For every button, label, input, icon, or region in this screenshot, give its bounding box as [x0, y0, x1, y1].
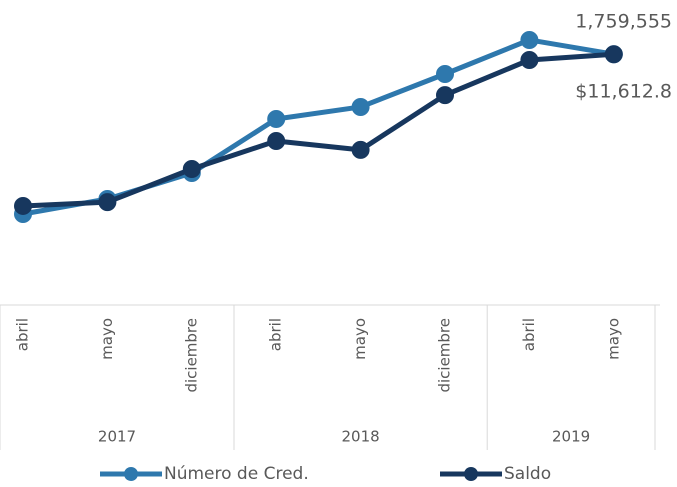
group-label: 2018 — [342, 428, 380, 446]
x-tick-label: diciembre — [182, 318, 200, 393]
x-tick-label: diciembre — [436, 318, 454, 393]
x-tick-label: mayo — [351, 318, 369, 360]
data-point — [267, 110, 286, 129]
data-point — [14, 196, 32, 215]
x-tick-label: mayo — [604, 318, 622, 360]
data-point — [351, 140, 370, 159]
x-tick-label: abril — [520, 318, 538, 351]
legend-label: Número de Cred. — [164, 464, 309, 484]
data-point — [351, 97, 370, 116]
series-line — [22, 51, 614, 209]
data-label: $11,612.8 — [575, 81, 672, 103]
x-tick-label: abril — [14, 318, 32, 351]
x-tick-label: abril — [267, 318, 285, 351]
legend-label: Saldo — [504, 464, 551, 484]
group-label: 2019 — [552, 428, 590, 446]
data-point — [267, 131, 286, 150]
data-point — [520, 50, 539, 69]
data-point — [604, 45, 623, 64]
legend-marker — [464, 467, 478, 481]
data-point — [98, 193, 117, 212]
group-label: 2017 — [98, 428, 136, 446]
legend-marker — [124, 467, 138, 481]
data-point — [520, 30, 539, 49]
data-point — [436, 86, 454, 105]
data-point — [436, 64, 454, 83]
data-label: 1,759,555 — [575, 11, 672, 33]
data-point — [182, 159, 201, 178]
x-tick-label: mayo — [98, 318, 116, 360]
